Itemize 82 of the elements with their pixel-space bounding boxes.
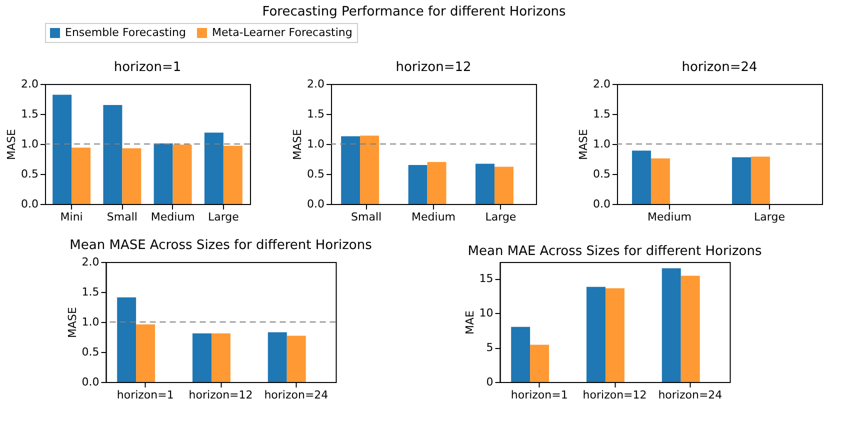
- bar: [662, 268, 681, 382]
- y-tick-label: 0.5: [21, 168, 38, 180]
- x-tick-label: Large: [754, 210, 786, 224]
- legend-label: Meta-Learner Forecasting: [212, 26, 352, 39]
- bar: [408, 165, 428, 204]
- bar: [680, 276, 700, 382]
- y-tick-label: 1.0: [593, 138, 610, 150]
- y-tick-label: 0.0: [82, 376, 100, 388]
- bar: [605, 288, 624, 382]
- y-axis-title: MASE: [5, 128, 18, 160]
- bar: [360, 136, 380, 204]
- bar: [494, 166, 514, 204]
- x-tick-label: Large: [485, 210, 516, 224]
- bar: [211, 333, 230, 382]
- bar: [427, 162, 446, 204]
- bar: [223, 146, 242, 204]
- x-tick-label: horizon=12: [582, 388, 647, 402]
- bar: [136, 324, 156, 382]
- chart-title: Mean MASE Across Sizes for different Horizons: [70, 238, 372, 253]
- y-tick-label: 0.5: [307, 168, 324, 180]
- y-tick-label: 1.0: [21, 138, 38, 150]
- y-tick-label: 0.0: [307, 198, 324, 210]
- y-axis-title: MASE: [66, 306, 79, 338]
- bar: [103, 105, 122, 204]
- y-tick-label: 2.0: [82, 256, 100, 268]
- y-tick-label: 2.0: [21, 78, 38, 90]
- text: Forecasting Performance for different Horizons: [262, 4, 566, 20]
- y-tick-label: 2.0: [593, 78, 610, 90]
- y-tick-label: 2.0: [307, 78, 324, 90]
- bar: [172, 144, 192, 204]
- y-tick-label: 0.0: [21, 198, 38, 210]
- x-tick-label: Small: [106, 210, 138, 224]
- bar: [476, 164, 494, 204]
- y-axis-title: MAE: [463, 310, 476, 334]
- bar: [530, 344, 550, 382]
- y-tick-label: 0: [486, 376, 494, 388]
- chart-title: horizon=12: [396, 60, 472, 75]
- x-tick-label: Medium: [150, 210, 195, 224]
- y-tick-label: 1.5: [593, 108, 610, 120]
- bar: [511, 326, 530, 382]
- bar: [122, 148, 142, 204]
- x-tick-label: Medium: [648, 210, 692, 224]
- y-tick-label: 0.0: [593, 198, 610, 210]
- bar: [117, 297, 136, 382]
- chart-title: horizon=1: [114, 60, 182, 75]
- y-tick-label: 1.5: [21, 108, 38, 120]
- bar: [750, 156, 770, 204]
- x-tick-label: horizon=1: [116, 388, 174, 402]
- y-tick-label: 1.5: [307, 108, 324, 120]
- bar: [52, 94, 72, 204]
- bar: [72, 148, 91, 204]
- y-tick-label: 0.5: [82, 346, 100, 358]
- bar: [586, 286, 606, 382]
- x-tick-label: horizon=24: [658, 388, 722, 402]
- x-tick-label: horizon=24: [264, 388, 328, 402]
- y-axis-title: MASE: [291, 128, 304, 160]
- y-tick-label: 15: [479, 272, 494, 286]
- y-tick-label: 1.0: [82, 316, 100, 328]
- bar: [192, 333, 212, 382]
- x-tick-label: Mini: [60, 210, 83, 224]
- x-tick-label: horizon=1: [510, 388, 568, 402]
- chart-title: horizon=24: [682, 60, 758, 75]
- bar: [286, 336, 306, 382]
- y-tick-label: 0.5: [593, 168, 610, 180]
- x-tick-label: Small: [351, 210, 382, 224]
- y-axis-title: MASE: [577, 128, 590, 160]
- bar: [154, 143, 173, 204]
- legend-label: Ensemble Forecasting: [65, 26, 186, 39]
- bar: [341, 136, 360, 204]
- bar: [632, 150, 651, 204]
- y-tick-label: 1.5: [82, 286, 100, 298]
- bar: [268, 332, 287, 382]
- x-tick-label: Medium: [412, 210, 456, 224]
- y-tick-label: 1.0: [307, 138, 324, 150]
- chart-title: Mean MAE Across Sizes for different Horizons: [468, 244, 762, 259]
- x-tick-label: horizon=12: [188, 388, 253, 402]
- bar: [732, 157, 751, 204]
- y-tick-label: 5: [486, 341, 494, 354]
- bar: [650, 158, 670, 204]
- x-tick-label: Large: [208, 210, 240, 224]
- bar: [204, 132, 224, 204]
- y-tick-label: 10: [479, 306, 494, 320]
